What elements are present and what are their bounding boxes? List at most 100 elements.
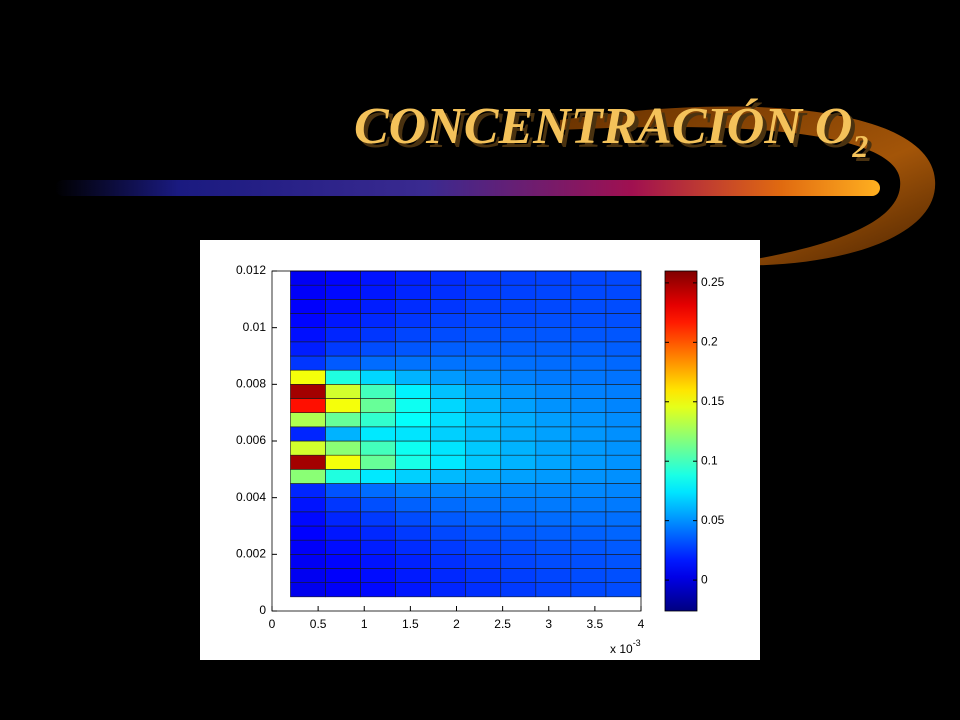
heat-cell xyxy=(500,412,537,428)
heat-cell xyxy=(570,469,607,484)
heat-cell xyxy=(535,582,572,598)
heat-cell xyxy=(570,568,607,583)
heat-cell xyxy=(325,313,361,328)
heat-cell xyxy=(570,384,607,399)
heat-cell xyxy=(325,568,361,583)
heat-cell xyxy=(570,270,607,286)
heat-cell xyxy=(360,568,396,583)
heat-cell xyxy=(500,483,537,498)
heat-cell xyxy=(290,554,326,569)
heat-cell xyxy=(395,384,431,399)
heat-cell xyxy=(290,327,326,343)
heat-cell xyxy=(395,440,431,456)
heat-cell xyxy=(290,483,326,498)
heat-cell xyxy=(430,483,467,498)
heat-cell xyxy=(325,511,361,527)
heat-cell xyxy=(325,554,361,569)
heat-cell xyxy=(535,327,572,343)
heat-cell xyxy=(500,369,537,385)
heat-cell xyxy=(465,568,502,583)
heat-cell xyxy=(325,497,361,513)
heat-cell xyxy=(605,355,642,371)
heat-cell xyxy=(290,511,326,527)
heat-cell xyxy=(325,284,361,300)
heat-cell xyxy=(395,454,431,470)
heat-cell xyxy=(290,355,326,371)
heat-cell xyxy=(395,341,431,357)
heat-cell xyxy=(360,483,396,498)
heat-cell xyxy=(500,554,537,569)
heat-cell xyxy=(465,511,502,527)
heat-cell xyxy=(360,511,396,527)
heat-cell xyxy=(500,582,537,598)
heat-cell xyxy=(290,469,326,484)
decor-swoosh xyxy=(55,180,880,196)
heat-cell xyxy=(325,398,361,413)
heat-cell xyxy=(360,369,396,385)
x-tick-label: 0.5 xyxy=(310,617,327,631)
heat-cell xyxy=(360,270,396,286)
heat-cell xyxy=(325,582,361,598)
heat-cell xyxy=(465,313,502,328)
heat-cell xyxy=(395,511,431,527)
heat-cell xyxy=(570,426,607,442)
x-multiplier-exp: -3 xyxy=(633,638,641,648)
heat-cell xyxy=(395,327,431,343)
heat-cell xyxy=(535,525,572,541)
heat-cell xyxy=(570,313,607,328)
colorbar-tick-label: 0 xyxy=(701,572,708,586)
heat-cell xyxy=(605,327,642,343)
heat-cell xyxy=(465,426,502,442)
heat-cell xyxy=(395,525,431,541)
heat-cell xyxy=(535,497,572,513)
x-tick-label: 2.5 xyxy=(494,617,511,631)
y-tick-label: 0.01 xyxy=(243,320,267,334)
heat-cell xyxy=(360,554,396,569)
title: CONCENTRACIÓN O2 CONCENTRACIÓN O2 xyxy=(354,97,872,168)
heat-cell xyxy=(290,426,326,442)
heat-cell xyxy=(395,568,431,583)
y-tick-label: 0.012 xyxy=(236,263,266,277)
heat-cell xyxy=(395,369,431,385)
heat-cell xyxy=(605,582,642,598)
heat-cell xyxy=(605,469,642,484)
x-tick-label: 3 xyxy=(545,617,552,631)
heat-cell xyxy=(360,412,396,428)
heat-cell xyxy=(395,398,431,413)
heat-cell xyxy=(570,554,607,569)
heat-cell xyxy=(605,497,642,513)
title-sub: 2 xyxy=(851,128,868,164)
heat-cell xyxy=(290,341,326,357)
heat-cell xyxy=(570,412,607,428)
heat-cell xyxy=(605,299,642,314)
heat-cell xyxy=(430,554,467,569)
heat-cell xyxy=(430,454,467,470)
heat-cell xyxy=(605,313,642,328)
heat-cell xyxy=(465,412,502,428)
heat-cell xyxy=(535,384,572,399)
heat-cell xyxy=(605,412,642,428)
heat-cell xyxy=(605,398,642,413)
heat-cell xyxy=(500,568,537,583)
heat-cell xyxy=(465,497,502,513)
heat-cell xyxy=(605,483,642,498)
heat-cell xyxy=(360,341,396,357)
heat-cell xyxy=(430,539,467,555)
heat-cell xyxy=(325,327,361,343)
heat-cell xyxy=(465,454,502,470)
heat-cell xyxy=(465,554,502,569)
heat-cell xyxy=(500,299,537,314)
heat-cell xyxy=(325,369,361,385)
heat-cell xyxy=(605,270,642,286)
heat-cell xyxy=(500,398,537,413)
heat-cell xyxy=(430,511,467,527)
heat-cell xyxy=(500,511,537,527)
heat-cell xyxy=(570,341,607,357)
heat-cell xyxy=(430,384,467,399)
heat-cell xyxy=(360,299,396,314)
x-tick-label: 3.5 xyxy=(587,617,604,631)
heat-cell xyxy=(325,384,361,399)
heat-cell xyxy=(500,327,537,343)
heat-cell xyxy=(325,299,361,314)
heat-cell xyxy=(605,568,642,583)
